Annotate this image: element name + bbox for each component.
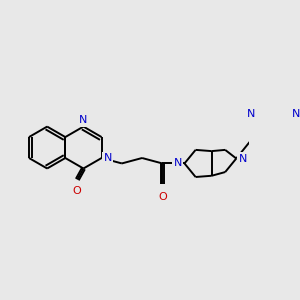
Text: N: N — [174, 158, 182, 168]
Text: N: N — [239, 154, 247, 164]
Text: N: N — [103, 153, 112, 163]
Text: N: N — [247, 109, 255, 119]
Text: N: N — [79, 115, 88, 125]
Text: N: N — [292, 109, 300, 119]
Text: O: O — [72, 186, 81, 196]
Text: O: O — [158, 192, 167, 202]
